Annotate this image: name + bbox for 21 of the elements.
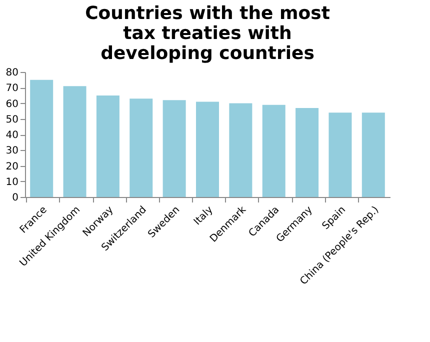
bar (262, 104, 286, 197)
bar (296, 108, 319, 197)
bar (328, 112, 352, 197)
bar (229, 103, 252, 197)
y-tick-label: 40 (6, 130, 18, 141)
y-tick-label: 30 (6, 146, 18, 157)
y-tick-label: 20 (6, 161, 18, 172)
bar (162, 100, 186, 197)
y-tick-label: 10 (6, 176, 18, 188)
y-tick-label: 80 (6, 68, 18, 78)
bar (96, 95, 120, 197)
bar (362, 112, 385, 197)
bar (63, 86, 86, 197)
bar (196, 102, 219, 197)
y-tick-label: 50 (6, 114, 18, 126)
chart-title: Countries with the most tax treaties with developing countries (85, 3, 330, 64)
y-tick-label: 60 (6, 98, 18, 110)
bar (130, 98, 153, 197)
y-tick-label: 70 (6, 83, 18, 94)
bar (30, 80, 54, 197)
y-tick-label: 0 (12, 192, 18, 204)
